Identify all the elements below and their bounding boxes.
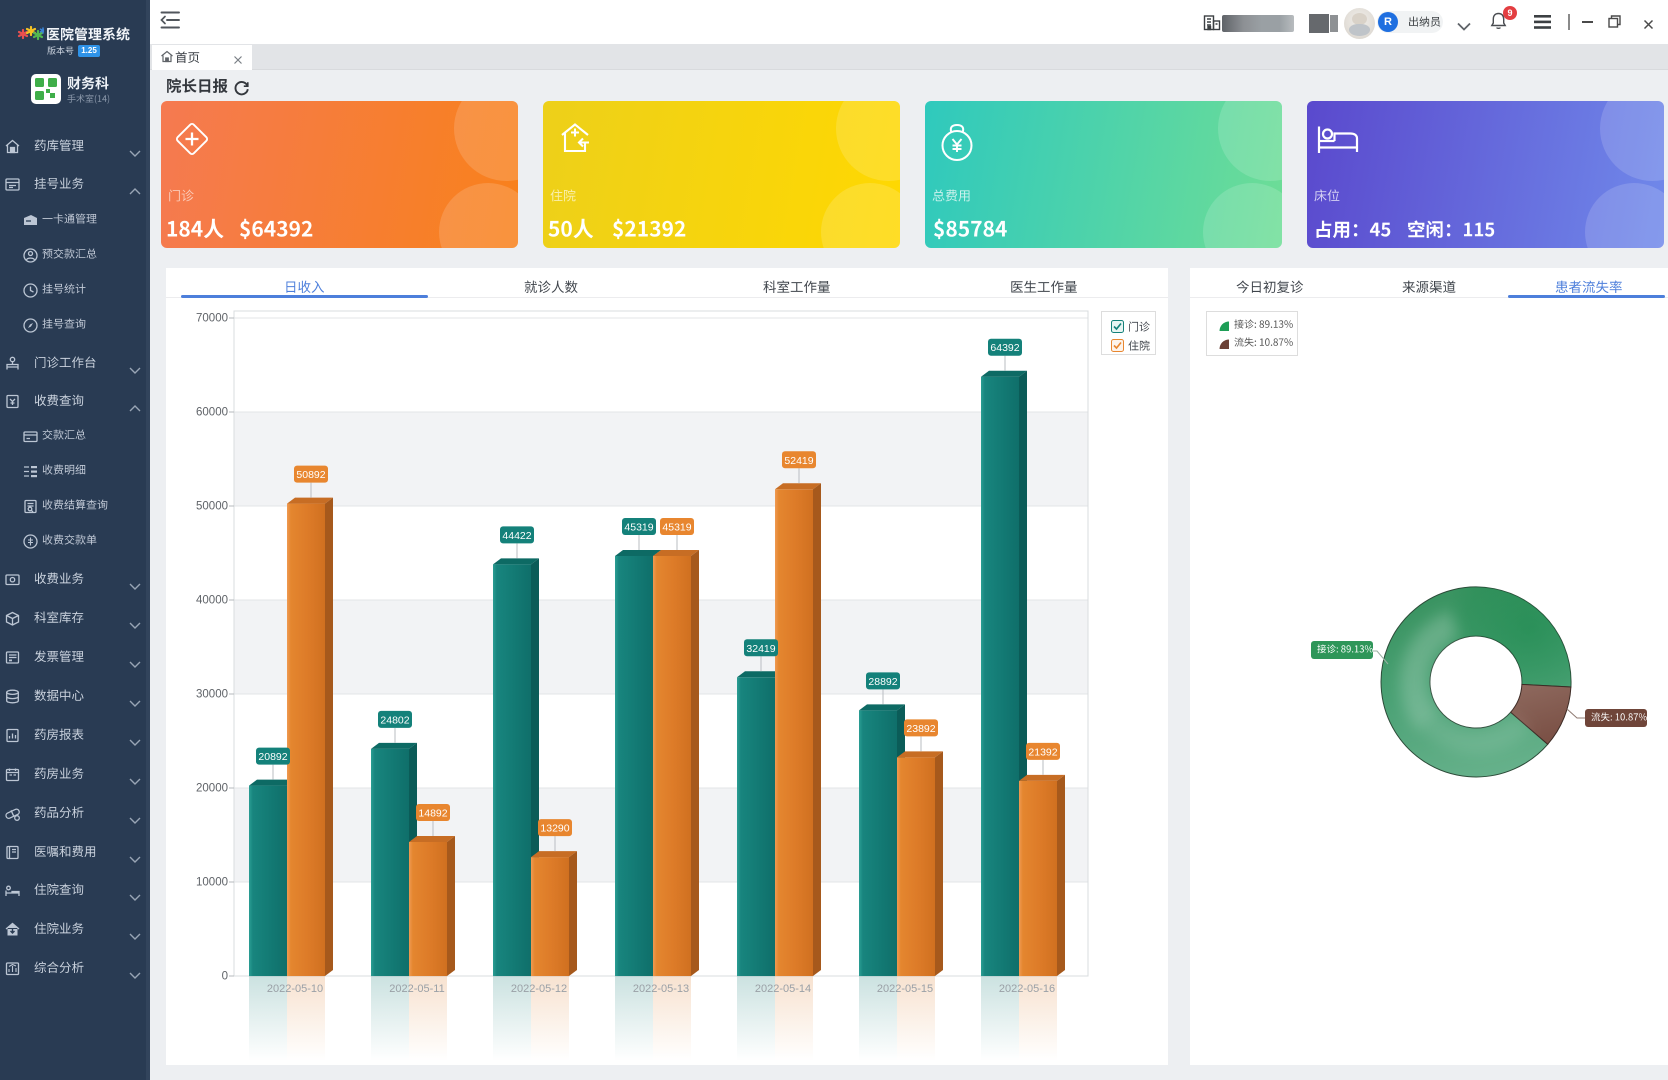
svg-text:2022-05-13: 2022-05-13 bbox=[633, 983, 689, 995]
svg-text:2022-05-11: 2022-05-11 bbox=[389, 983, 444, 995]
svg-text:2022-05-10: 2022-05-10 bbox=[267, 983, 323, 995]
svg-text:2022-05-15: 2022-05-15 bbox=[877, 983, 933, 995]
svg-text:0: 0 bbox=[222, 971, 228, 983]
svg-text:45319: 45319 bbox=[662, 522, 691, 534]
svg-text:32419: 32419 bbox=[746, 643, 775, 655]
svg-text:2022-05-14: 2022-05-14 bbox=[755, 983, 811, 995]
svg-text:60000: 60000 bbox=[196, 407, 228, 419]
svg-text:44422: 44422 bbox=[502, 530, 531, 542]
svg-text:30000: 30000 bbox=[196, 689, 228, 701]
svg-text:2022-05-12: 2022-05-12 bbox=[511, 983, 567, 995]
svg-text:45319: 45319 bbox=[624, 522, 653, 534]
svg-text:20892: 20892 bbox=[258, 751, 287, 763]
svg-text:70000: 70000 bbox=[196, 313, 228, 325]
svg-text:50000: 50000 bbox=[196, 501, 228, 513]
svg-text:40000: 40000 bbox=[196, 595, 228, 607]
svg-text:50892: 50892 bbox=[296, 469, 325, 481]
svg-text:28892: 28892 bbox=[868, 676, 897, 688]
svg-text:23892: 23892 bbox=[906, 723, 935, 735]
svg-text:10000: 10000 bbox=[196, 877, 228, 889]
svg-text:2022-05-16: 2022-05-16 bbox=[999, 983, 1055, 995]
svg-text:14892: 14892 bbox=[418, 808, 447, 820]
svg-text:21392: 21392 bbox=[1028, 746, 1057, 758]
svg-text:20000: 20000 bbox=[196, 783, 228, 795]
svg-text:64392: 64392 bbox=[990, 342, 1019, 354]
svg-text:24802: 24802 bbox=[380, 714, 409, 726]
svg-text:13290: 13290 bbox=[540, 823, 569, 835]
svg-text:52419: 52419 bbox=[784, 455, 813, 467]
